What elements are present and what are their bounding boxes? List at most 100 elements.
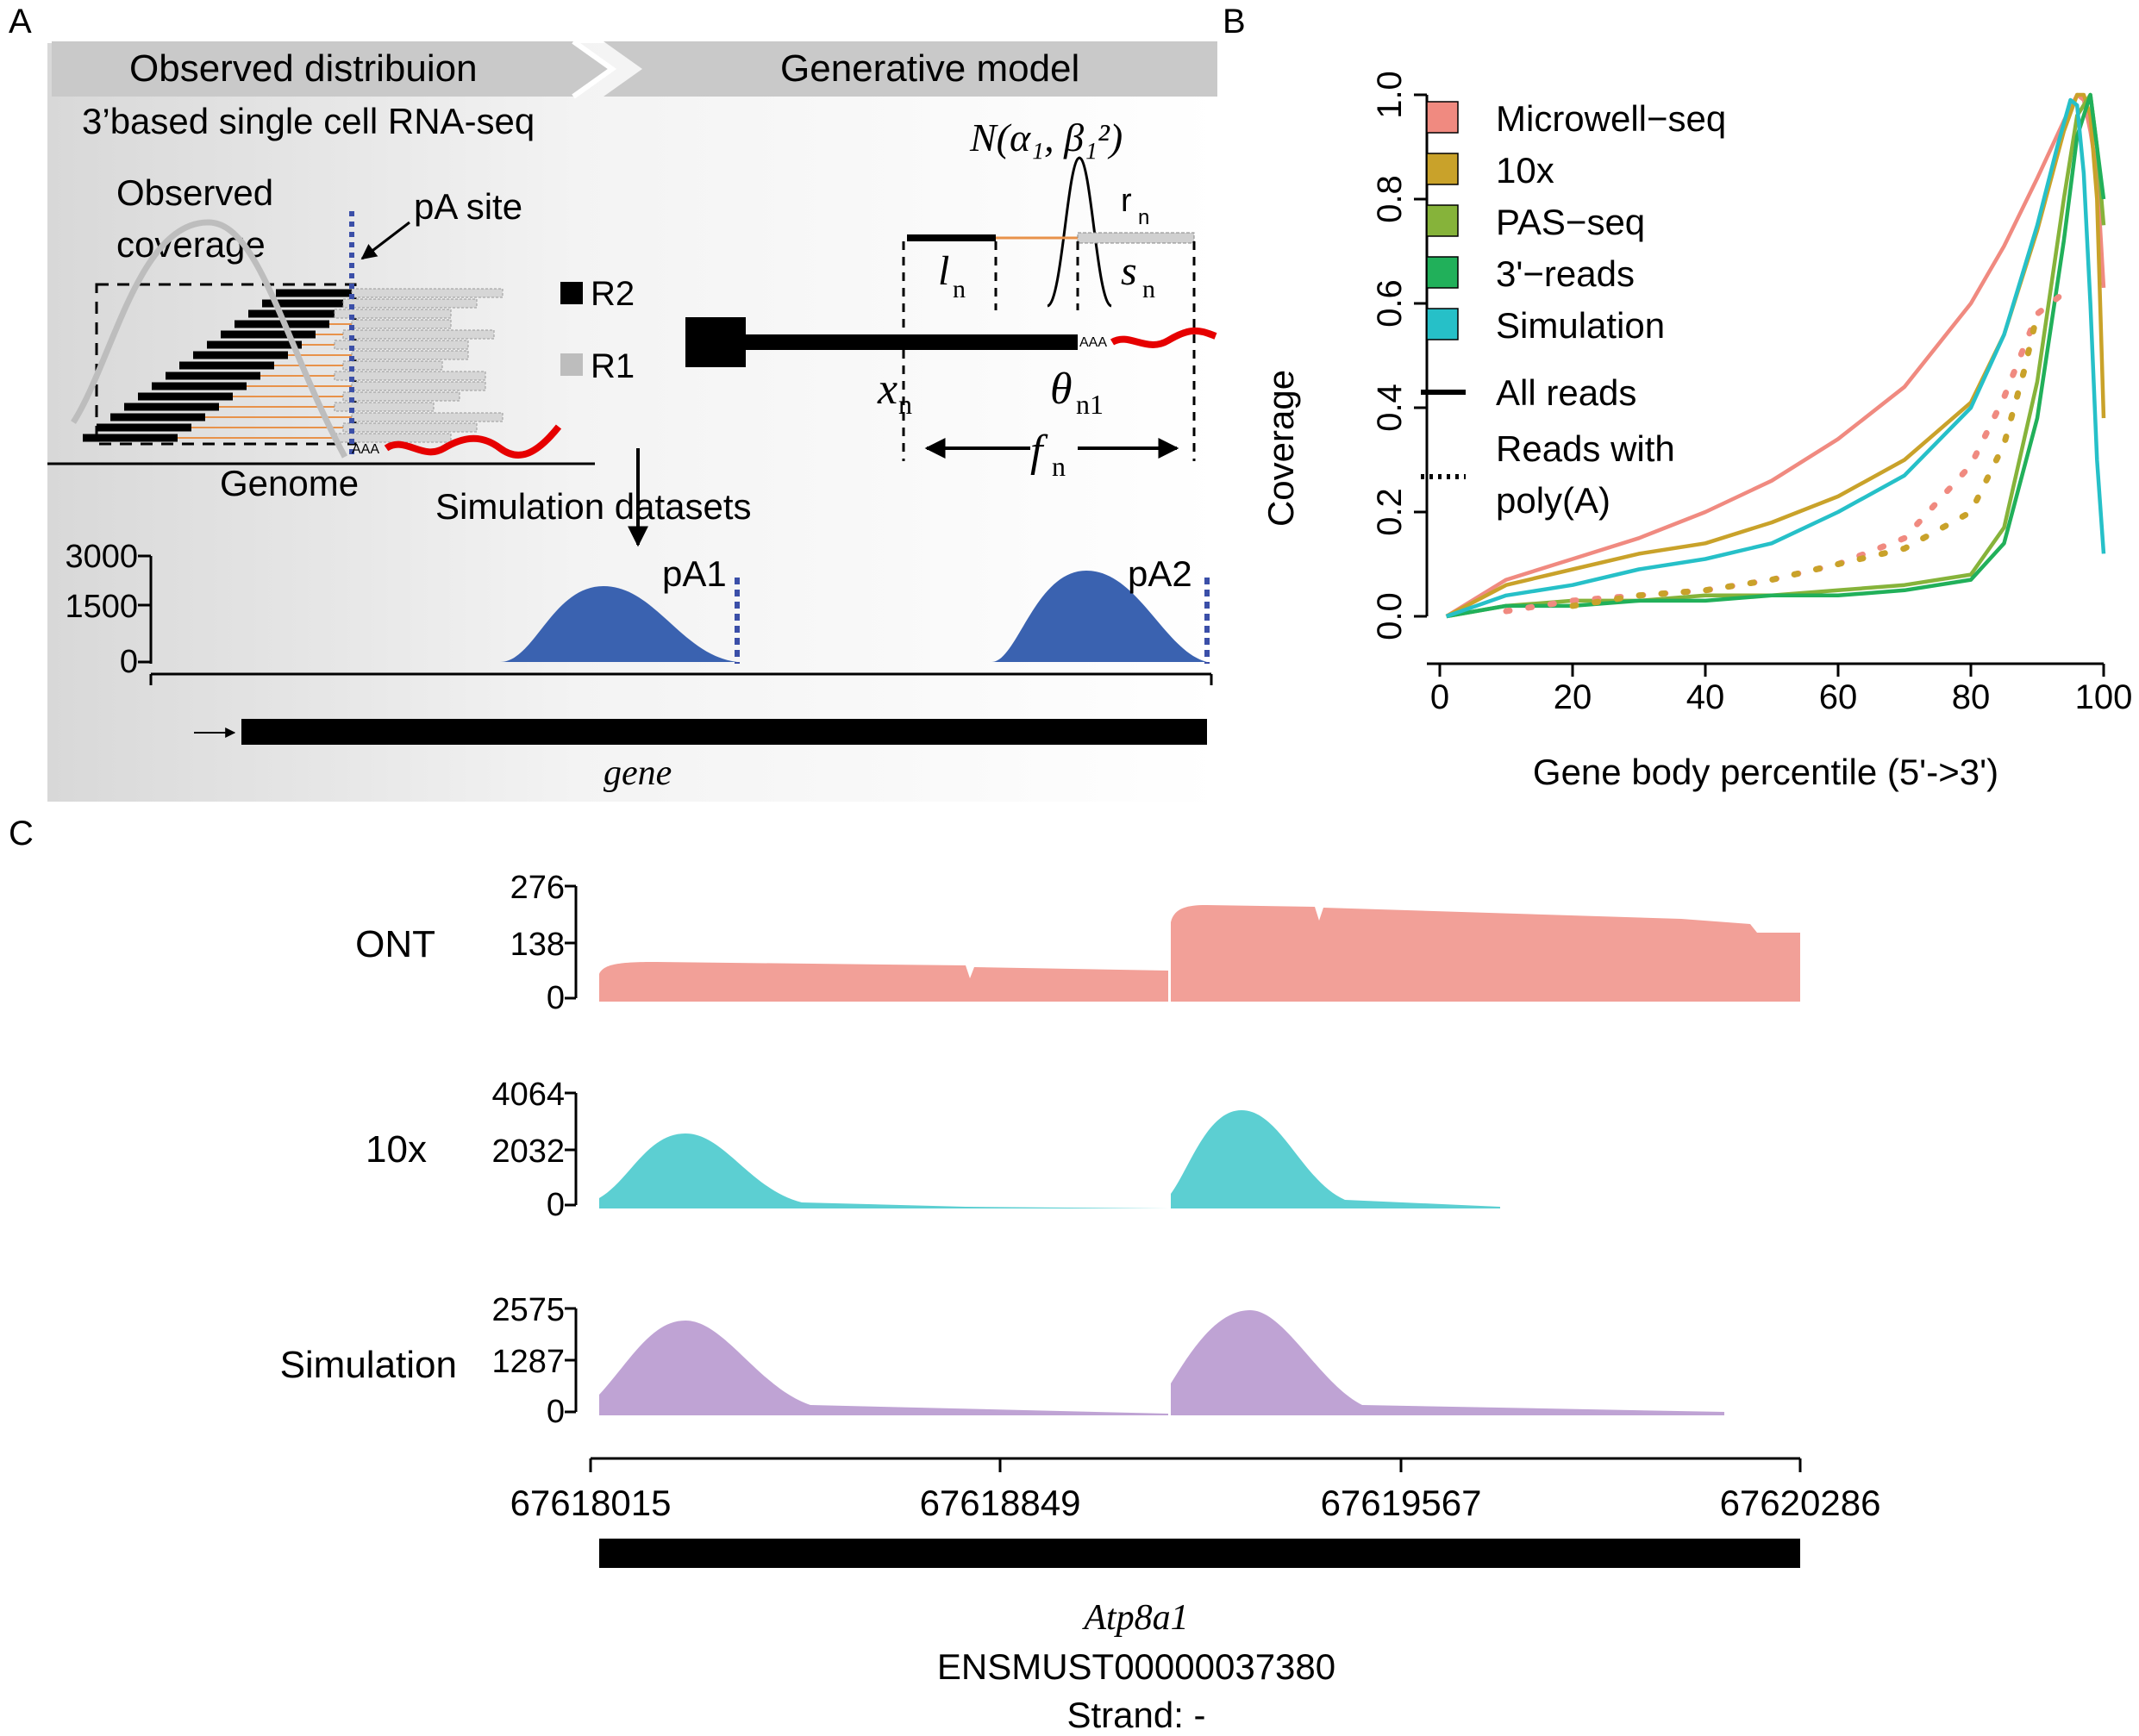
theta-n1-subscript: n1 <box>1076 389 1104 420</box>
r2-swatch <box>560 282 583 304</box>
b-series <box>1445 92 2106 619</box>
b-legend-label: Simulation <box>1496 305 1665 346</box>
polya-tail-left <box>384 424 562 459</box>
panel-label-a: A <box>9 3 32 41</box>
model-gaussian <box>1047 156 1112 308</box>
observed-coverage-label-1: Observed <box>116 172 273 213</box>
legend-polya-label-1: Reads with <box>1496 428 1675 469</box>
r1-swatch <box>560 353 583 376</box>
polya-tail-right <box>1110 327 1217 348</box>
read-stack <box>83 288 503 443</box>
b-legend-label: 10x <box>1496 150 1554 190</box>
s-n-label: s <box>1121 248 1137 294</box>
b-ytick-label: 1.0 <box>1371 71 1409 119</box>
panel-b: B Coverage 0.0 0.2 0.4 0.6 0.8 1.0 0 20 40 60 80 1… <box>1223 3 2132 792</box>
b-xtick-label: 0 <box>1430 678 1449 716</box>
track-simulation-ytick-label-mid: 1287 <box>491 1344 565 1380</box>
subtitle: 3’based single cell RNA-seq <box>82 101 535 141</box>
normal-distribution-label: N(α₁, β₁²) <box>969 116 1123 159</box>
read-r1 <box>342 422 478 433</box>
read-r1 <box>351 319 452 329</box>
track-10x-name: 10x <box>366 1128 427 1171</box>
c-xtick-label-2: 67618849 <box>920 1483 1081 1523</box>
b-xtick-label: 40 <box>1686 678 1725 716</box>
b-legend-swatch <box>1426 256 1459 289</box>
banner-left-text: Observed distribuion <box>129 47 478 90</box>
track-simulation-ytick-label-top: 2575 <box>491 1292 565 1328</box>
pa2-label: pA2 <box>1128 553 1192 594</box>
b-xtick-label: 60 <box>1819 678 1858 716</box>
track-simulation-coverage-right <box>1171 1310 1724 1415</box>
b-xticks: 0 20 40 60 80 100 <box>1430 664 2133 716</box>
track-10x-ytick-label-bottom: 0 <box>547 1187 565 1223</box>
simulation-datasets-label: Simulation datasets <box>435 486 752 527</box>
b-xtick-label: 80 <box>1952 678 1991 716</box>
panel-label-b: B <box>1223 3 1246 41</box>
b-legend-swatch <box>1426 101 1459 134</box>
b-series-line <box>1446 92 2106 619</box>
read-r1 <box>342 391 460 402</box>
read-r1 <box>342 329 495 340</box>
b-xlabel: Gene body percentile (5'->3') <box>1533 752 1998 792</box>
track-ont-name: ONT <box>355 923 435 965</box>
read-r1 <box>334 402 435 412</box>
pa1-label: pA1 <box>662 553 727 594</box>
gene-label-a: gene <box>604 753 672 793</box>
legend-polya-label-2: poly(A) <box>1496 480 1611 521</box>
b-series-line <box>1445 97 2106 619</box>
track-10x-ytick-label-mid: 2032 <box>491 1133 565 1170</box>
b-series-line <box>1446 92 2106 619</box>
track-a-ytick-label-0: 0 <box>120 644 138 680</box>
b-ytick-label: 0.0 <box>1371 592 1409 640</box>
track-a-ytick-label-1500: 1500 <box>65 589 138 625</box>
theta-n1-label: θ <box>1050 365 1073 414</box>
s-n-subscript: n <box>1142 275 1155 303</box>
read-r1 <box>351 412 503 422</box>
aaa-label-right: AAA <box>1079 335 1107 350</box>
read-r1 <box>342 298 478 309</box>
panel-a: A Observed distribuion Generative model … <box>9 3 1220 802</box>
pa-site-label: pA site <box>414 186 522 227</box>
b-xtick-label: 100 <box>2075 678 2133 716</box>
b-legend: Microwell−seq 10x PAS−seq 3'−reads Simulatio… <box>1426 98 1726 346</box>
track-a-ytick-label-3000: 3000 <box>65 539 138 575</box>
b-legend-swatch <box>1426 204 1459 237</box>
legend-all-reads-label: All reads <box>1496 372 1636 413</box>
c-xtick-label-3: 67619567 <box>1321 1483 1482 1523</box>
r2-label: R2 <box>591 275 635 313</box>
read-r1 <box>351 350 469 360</box>
model-gene-exon <box>685 317 746 367</box>
coverage-curve <box>71 219 348 459</box>
x-n-label: x <box>877 365 898 414</box>
genome-label: Genome <box>220 463 359 503</box>
b-legend-label: Microwell−seq <box>1496 98 1726 139</box>
track-10x-coverage-left <box>599 1133 1168 1208</box>
b-yticks: 0.0 0.2 0.4 0.6 0.8 1.0 <box>1371 71 1427 640</box>
track-ont-coverage-right <box>1171 905 1800 1002</box>
b-xtick-label: 20 <box>1554 678 1592 716</box>
track-ont-ytick-label-top: 276 <box>510 870 565 906</box>
banner-right-text: Generative model <box>780 47 1079 90</box>
pa-site-arrow <box>360 221 410 260</box>
b-ytick-label: 0.4 <box>1371 384 1409 432</box>
read-r1 <box>334 309 452 319</box>
b-legend-label: 3'−reads <box>1496 253 1635 294</box>
track-10x-ytick-label-top: 4064 <box>491 1077 565 1113</box>
track-ont-ytick-label-bottom: 0 <box>547 980 565 1016</box>
gene-name: Atp8a1 <box>1081 1598 1188 1638</box>
model-gene-body <box>746 334 1078 350</box>
aaa-label-left: AAA <box>352 442 379 457</box>
panel-c: C ONT 276 138 0 10x 4064 2032 0 Simulati… <box>9 815 1880 1735</box>
banner-left-shape <box>52 41 612 97</box>
l-n-label: l <box>938 248 949 294</box>
read-r1 <box>334 340 469 350</box>
track-10x-coverage-right <box>1171 1110 1500 1208</box>
track-ont-ytick-label-mid: 138 <box>510 927 565 963</box>
banner-chevron <box>572 39 617 99</box>
model-read-r1 <box>1077 232 1195 244</box>
track-simulation-ytick-label-bottom: 0 <box>547 1394 565 1430</box>
read-r1 <box>351 381 486 391</box>
b-ytick-label: 0.8 <box>1371 175 1409 223</box>
c-xtick-label-1: 67618015 <box>510 1483 672 1523</box>
